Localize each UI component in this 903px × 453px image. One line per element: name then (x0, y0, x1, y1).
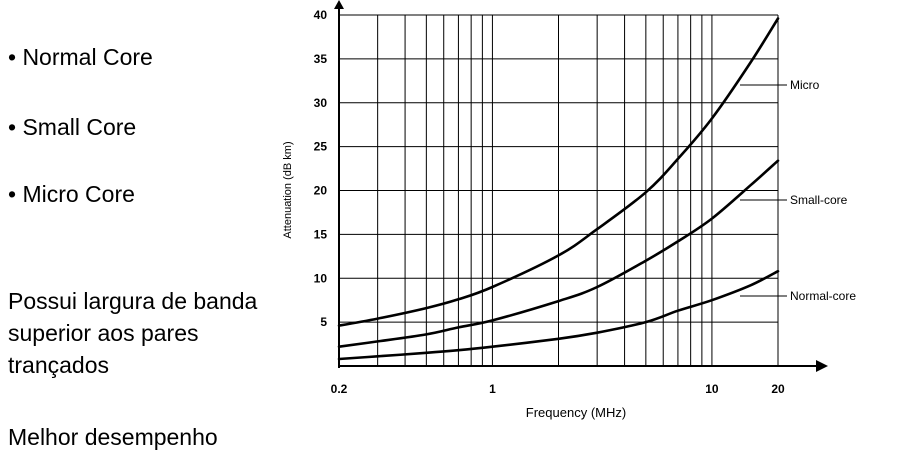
x-tick-label: 10 (705, 382, 719, 396)
y-tick-label: 20 (314, 184, 328, 198)
series-line-normal-core (337, 269, 780, 361)
y-axis-label: Attenuation (dB km) (282, 141, 294, 238)
paragraph-line-2: superior aos pares (8, 320, 199, 346)
x-tick-label: 20 (771, 382, 785, 396)
series-line-micro (337, 17, 780, 327)
y-tick-label: 25 (314, 140, 328, 154)
chart-ticks: 5 10 15 20 25 30 35 40 0.2 1 10 20 (314, 8, 785, 396)
y-tick-label: 10 (314, 271, 328, 285)
bullet-normal-core: • Normal Core (8, 44, 153, 70)
x-axis-label: Frequency (MHz) (526, 405, 626, 420)
x-tick-label: 0.2 (331, 382, 348, 396)
x-axis-arrow (816, 360, 828, 372)
series-label-normal-core: Normal-core (790, 289, 856, 303)
footer-text: Melhor desempenho (8, 424, 218, 450)
series-line-small-core (337, 159, 780, 348)
series-label-small-core: Small-core (790, 193, 848, 207)
y-tick-label: 35 (314, 52, 328, 66)
y-tick-label: 15 (314, 227, 328, 241)
x-tick-label: 1 (489, 382, 496, 396)
series-label-micro: Micro (790, 78, 820, 92)
y-tick-label: 40 (314, 8, 328, 22)
bullet-small-core: • Small Core (8, 114, 137, 140)
chart-axes (334, 0, 828, 372)
chart-series (337, 17, 780, 361)
paragraph-line-3: trançados (8, 352, 110, 378)
y-tick-label: 5 (320, 315, 327, 329)
y-axis-arrow (334, 0, 344, 9)
bullet-micro-core: • Micro Core (8, 181, 135, 207)
chart-series-labels: Micro Small-core Normal-core (740, 78, 856, 303)
y-tick-label: 30 (314, 96, 328, 110)
paragraph-line-1: Possui largura de banda (8, 288, 258, 314)
chart-grid (338, 14, 779, 366)
